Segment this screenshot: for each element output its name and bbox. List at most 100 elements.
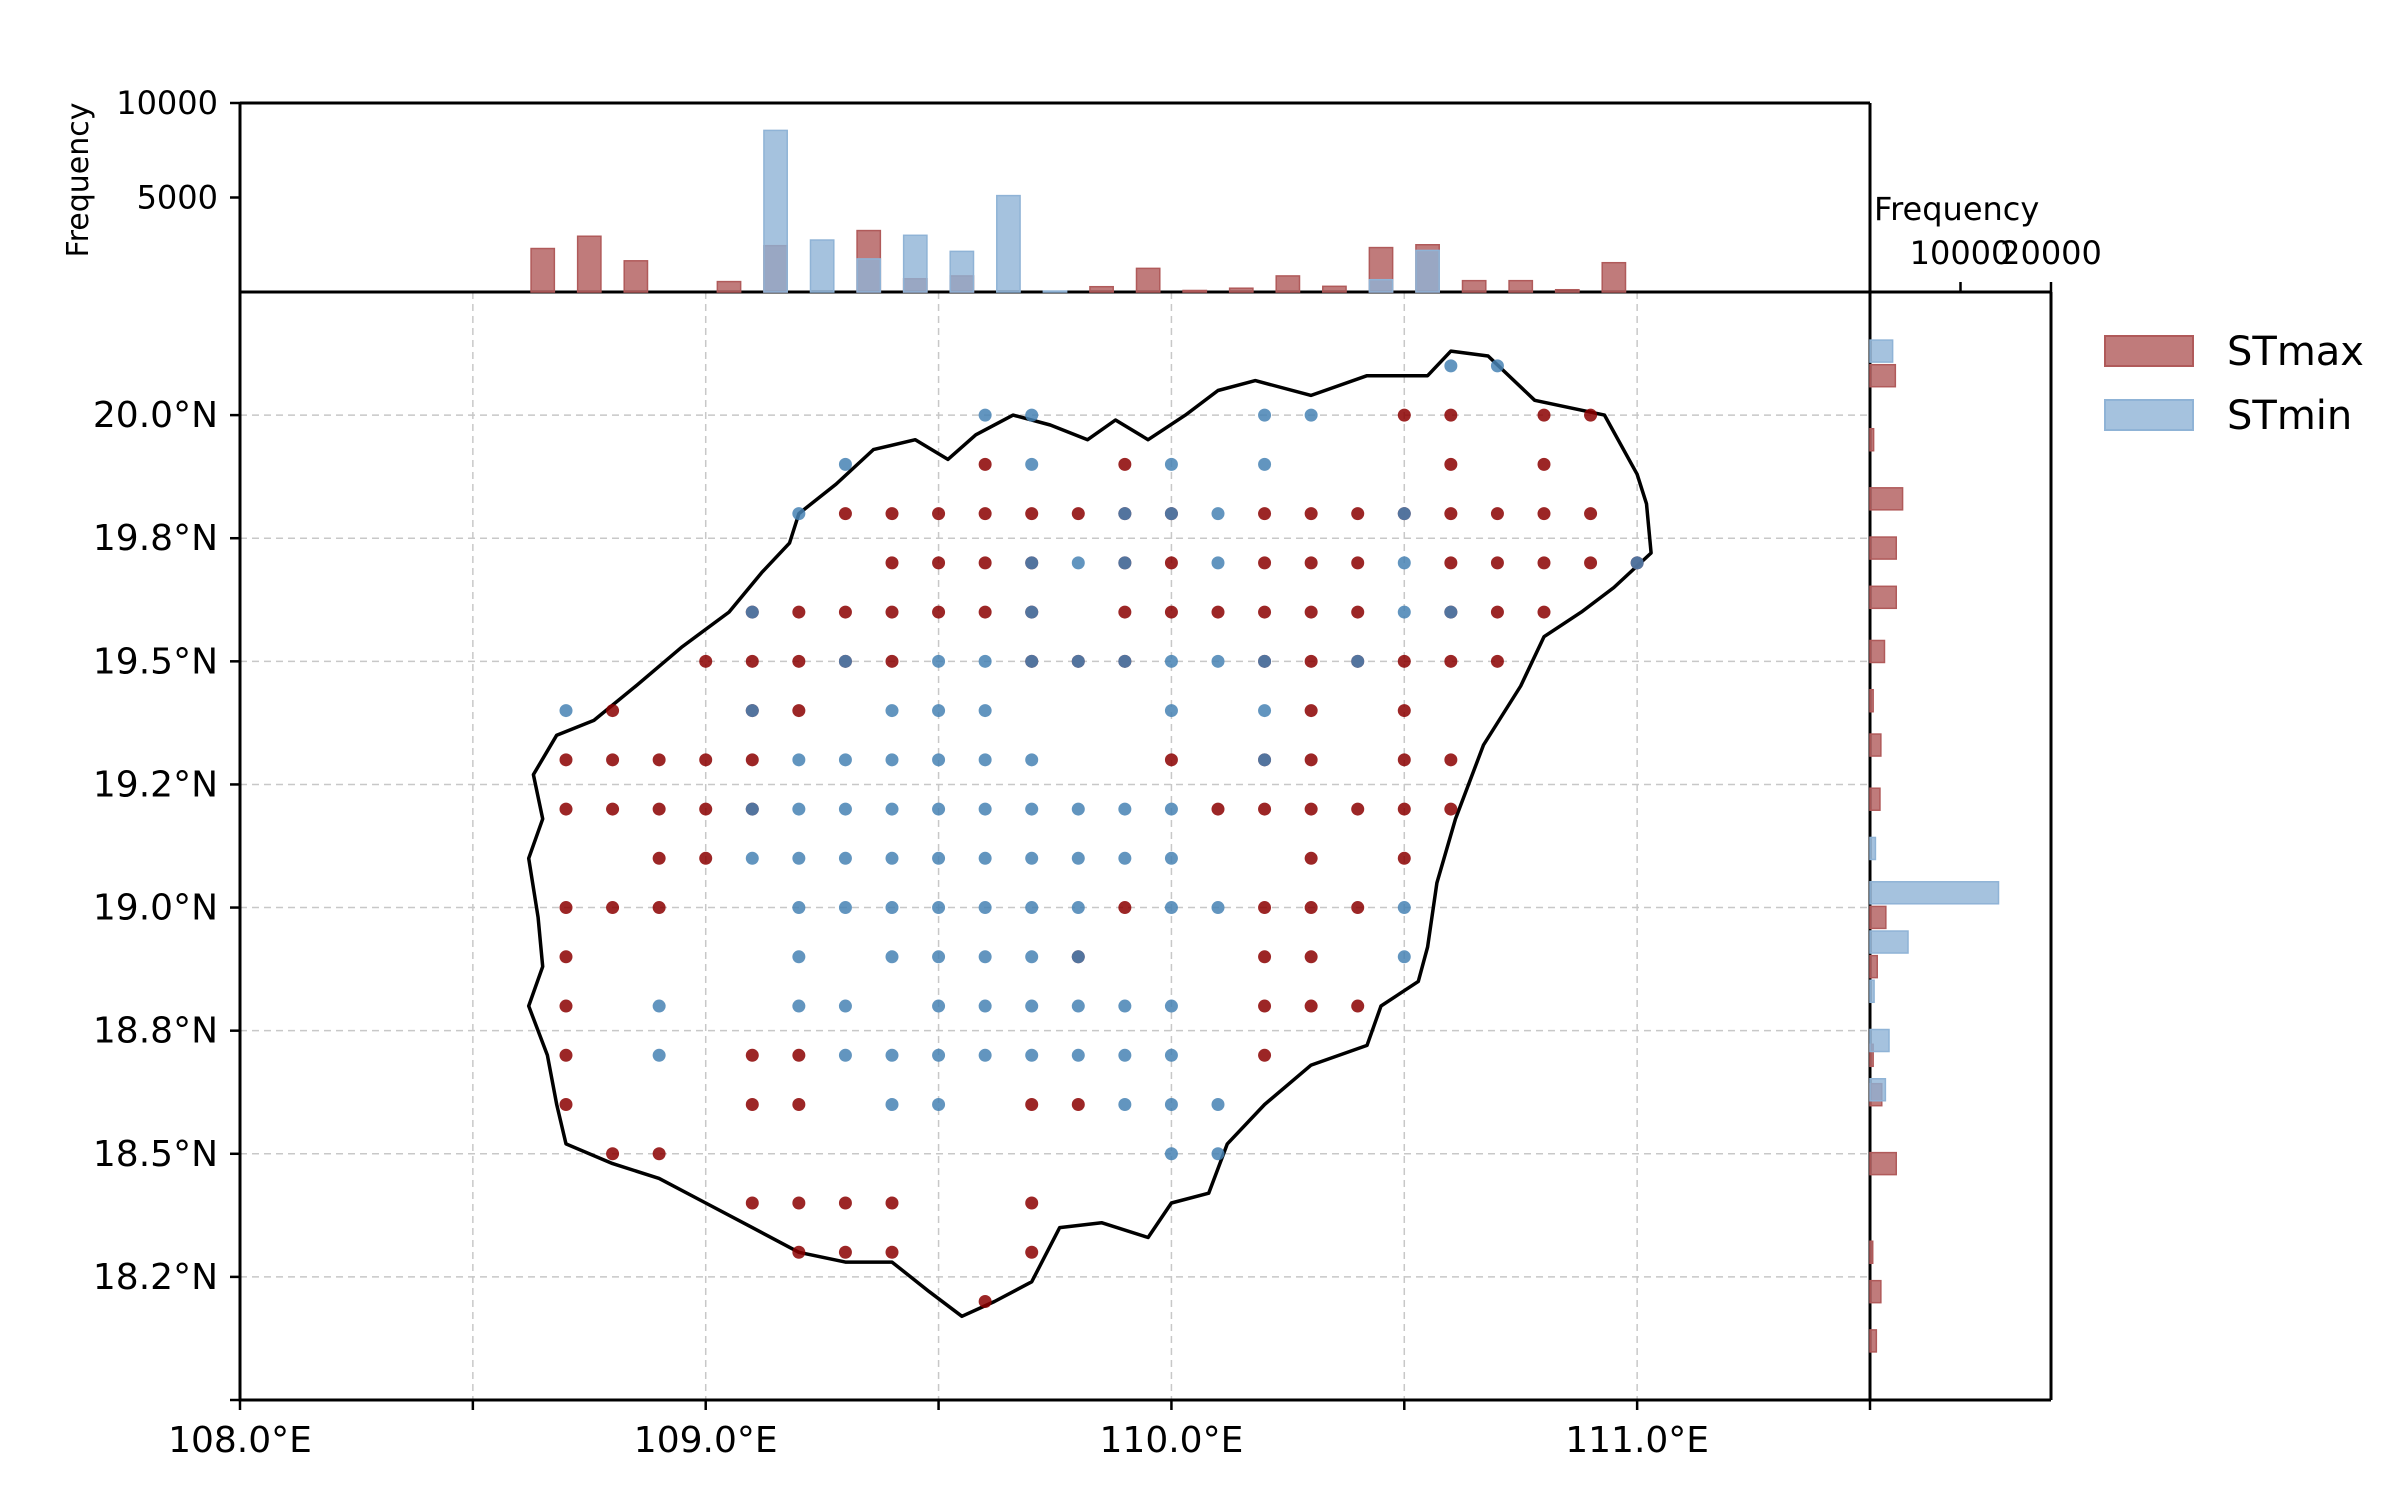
point-stmax	[792, 1098, 806, 1112]
top-bar-stmax	[1089, 285, 1114, 293]
point-stmin	[978, 753, 992, 767]
point-stmax	[1025, 1196, 1039, 1210]
point-stmin	[1164, 457, 1178, 471]
point-stmax	[559, 950, 573, 964]
point-stmin	[1444, 605, 1458, 619]
point-stmax	[885, 1196, 899, 1210]
point-stmin	[1071, 950, 1085, 964]
point-stmin	[1025, 802, 1039, 816]
point-stmax	[1304, 802, 1318, 816]
point-stmax	[559, 999, 573, 1013]
top-bar-stmin	[856, 258, 882, 293]
point-stmax	[838, 605, 852, 619]
point-stmax	[1025, 507, 1039, 521]
island-outline	[526, 349, 1653, 1319]
legend-swatch-stmax	[2104, 335, 2194, 367]
point-stmax	[1304, 753, 1318, 767]
point-stmin	[1025, 851, 1039, 865]
point-stmax	[745, 753, 759, 767]
point-stmin	[1397, 950, 1411, 964]
point-stmin	[745, 605, 759, 619]
point-stmax	[1584, 556, 1598, 570]
point-stmax	[1025, 1245, 1039, 1259]
legend: STmax STmin	[2104, 329, 2364, 439]
point-stmin	[1397, 901, 1411, 915]
top-bar-stmax	[1182, 289, 1208, 293]
point-stmax	[978, 1295, 992, 1309]
y-tick-label: 18.5°N	[93, 1134, 218, 1175]
top-bar-stmin	[1368, 278, 1394, 293]
point-stmin	[1164, 1098, 1178, 1112]
point-stmin	[1397, 507, 1411, 521]
point-stmax	[1444, 507, 1458, 521]
point-stmin	[792, 753, 806, 767]
right-bar-stmax	[1869, 954, 1878, 979]
point-stmax	[978, 605, 992, 619]
right-bar-stmax	[1869, 787, 1881, 811]
point-stmin	[1211, 556, 1225, 570]
right-bar-stmin	[1869, 836, 1877, 861]
point-stmin	[652, 1048, 666, 1062]
point-stmin	[1164, 802, 1178, 816]
point-stmax	[792, 1245, 806, 1259]
point-stmin	[1490, 359, 1504, 373]
point-stmax	[652, 901, 666, 915]
point-stmin	[932, 851, 946, 865]
point-stmax	[1304, 654, 1318, 668]
right-bar-stmax	[1869, 427, 1875, 452]
top-bar-stmax	[1275, 275, 1301, 293]
point-stmax	[559, 1098, 573, 1112]
point-stmax	[1444, 408, 1458, 422]
point-stmin	[1211, 654, 1225, 668]
point-stmin	[885, 1098, 899, 1112]
point-stmax	[1258, 999, 1272, 1013]
point-stmin	[1025, 1048, 1039, 1062]
right-bar-stmax	[1869, 536, 1897, 560]
point-stmax	[606, 753, 620, 767]
point-stmax	[1164, 556, 1178, 570]
point-stmin	[1071, 851, 1085, 865]
point-stmin	[978, 1048, 992, 1062]
point-stmin	[978, 999, 992, 1013]
point-stmin	[1025, 999, 1039, 1013]
point-stmax	[652, 753, 666, 767]
point-stmax	[978, 556, 992, 570]
point-stmax	[792, 654, 806, 668]
point-stmin	[1164, 999, 1178, 1013]
top-bar-stmax	[1601, 261, 1627, 293]
point-stmin	[885, 851, 899, 865]
x-tick-label: 109.0°E	[634, 1420, 778, 1461]
point-stmax	[1118, 605, 1132, 619]
point-stmin	[838, 654, 852, 668]
point-stmin	[978, 802, 992, 816]
point-stmax	[1397, 802, 1411, 816]
point-stmin	[1071, 802, 1085, 816]
right-bar-stmin	[1869, 979, 1875, 1004]
point-stmax	[699, 851, 713, 865]
top-bar-stmax	[530, 247, 556, 293]
right-bar-stmax	[1869, 585, 1897, 610]
top-bar-stmin	[996, 194, 1021, 293]
point-stmin	[1211, 1098, 1225, 1112]
right-bar-stmin	[1869, 339, 1894, 363]
point-stmax	[606, 1147, 620, 1161]
point-stmax	[792, 605, 806, 619]
point-stmin	[978, 408, 992, 422]
point-stmax	[885, 556, 899, 570]
point-stmin	[932, 802, 946, 816]
point-stmin	[885, 1048, 899, 1062]
point-stmax	[885, 1245, 899, 1259]
y-tick-label: 19.5°N	[93, 641, 218, 682]
point-stmax	[1490, 654, 1504, 668]
legend-swatch-stmin	[2104, 399, 2194, 431]
point-stmin	[1164, 901, 1178, 915]
top-bar-stmin	[763, 129, 788, 293]
x-tick-label: 108.0°E	[168, 1420, 312, 1461]
point-stmax	[1258, 802, 1272, 816]
point-stmin	[745, 802, 759, 816]
point-stmax	[838, 1196, 852, 1210]
right-histogram-xlabel: Frequency	[1874, 190, 2039, 228]
top-bar-stmax	[716, 280, 742, 293]
right-histogram-frame	[1870, 290, 2053, 1402]
point-stmax	[1584, 408, 1598, 422]
